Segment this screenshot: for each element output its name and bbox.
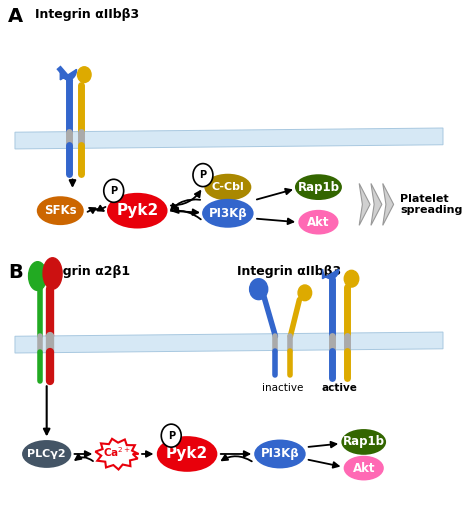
- Ellipse shape: [342, 430, 385, 454]
- Text: PI3Kβ: PI3Kβ: [261, 448, 299, 460]
- Text: C-Cbl: C-Cbl: [211, 182, 244, 192]
- Text: Rap1b: Rap1b: [298, 180, 339, 194]
- Polygon shape: [322, 269, 339, 279]
- Text: A: A: [8, 7, 23, 26]
- Polygon shape: [95, 439, 138, 470]
- Text: Akt: Akt: [353, 462, 375, 474]
- Circle shape: [77, 67, 91, 83]
- Circle shape: [298, 285, 311, 301]
- Ellipse shape: [158, 437, 217, 471]
- Text: Akt: Akt: [307, 216, 330, 229]
- Text: SFKs: SFKs: [44, 204, 77, 217]
- Text: Integrin α2β1: Integrin α2β1: [36, 265, 130, 278]
- Ellipse shape: [299, 211, 337, 234]
- Text: Rap1b: Rap1b: [343, 436, 385, 449]
- Ellipse shape: [43, 258, 62, 289]
- Text: P: P: [110, 186, 117, 196]
- Text: Integrin αIIbβ3: Integrin αIIbβ3: [36, 8, 139, 21]
- Text: P: P: [168, 431, 175, 441]
- Text: P: P: [200, 170, 207, 180]
- Ellipse shape: [296, 175, 341, 199]
- Text: Pyk2: Pyk2: [116, 203, 158, 218]
- Circle shape: [104, 179, 124, 203]
- Polygon shape: [15, 332, 443, 353]
- Circle shape: [193, 164, 213, 187]
- Text: B: B: [8, 263, 23, 282]
- Polygon shape: [359, 184, 370, 225]
- Text: inactive: inactive: [262, 383, 303, 393]
- Ellipse shape: [23, 441, 71, 467]
- Ellipse shape: [205, 175, 250, 200]
- Polygon shape: [371, 184, 382, 225]
- Text: Integrin αIIbβ3: Integrin αIIbβ3: [237, 265, 341, 278]
- Polygon shape: [383, 184, 393, 225]
- Ellipse shape: [28, 262, 46, 290]
- Ellipse shape: [255, 440, 305, 468]
- Polygon shape: [60, 69, 77, 80]
- Ellipse shape: [345, 457, 383, 480]
- Text: Pyk2: Pyk2: [166, 447, 208, 461]
- Text: Platelet
spreading: Platelet spreading: [400, 194, 462, 215]
- Text: PI3Kβ: PI3Kβ: [209, 207, 247, 220]
- Circle shape: [161, 424, 181, 447]
- Text: Ca$^{2+}$: Ca$^{2+}$: [103, 446, 131, 459]
- Text: PLCγ2: PLCγ2: [27, 449, 66, 459]
- Text: active: active: [321, 383, 357, 393]
- Circle shape: [250, 279, 268, 300]
- Polygon shape: [15, 128, 443, 149]
- Ellipse shape: [203, 200, 253, 227]
- Ellipse shape: [108, 194, 167, 228]
- Ellipse shape: [37, 197, 83, 224]
- Circle shape: [344, 270, 359, 287]
